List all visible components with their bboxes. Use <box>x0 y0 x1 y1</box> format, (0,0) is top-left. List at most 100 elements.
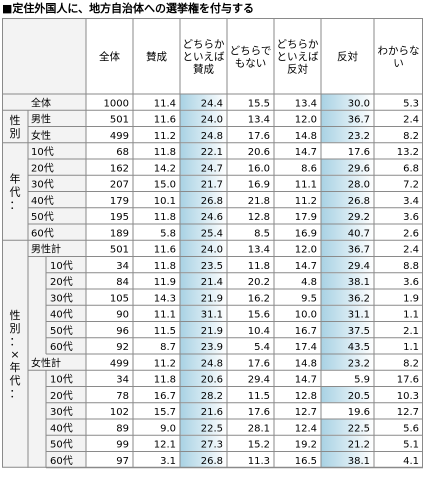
cell-value: 21.9 <box>201 326 223 337</box>
column-header-somewhat-oppose: どちらかといえば反対 <box>277 39 319 76</box>
cell-n: 105 <box>110 293 129 304</box>
cell-n: 195 <box>110 212 129 223</box>
cell-value: 29.4 <box>248 375 270 386</box>
cell-value: 17.4 <box>295 342 317 353</box>
cell-highlight <box>321 419 374 435</box>
cell-value: 38.1 <box>348 277 370 288</box>
cell-highlight <box>321 305 374 321</box>
column-header-neither: どちらでもない <box>230 45 272 70</box>
cell-value: 37.5 <box>348 326 370 337</box>
row-label: 女性 <box>31 129 51 142</box>
cell-highlight <box>321 273 374 289</box>
cell-value: 21.8 <box>248 196 270 207</box>
cell-highlight <box>321 208 374 224</box>
cell-value: 24.8 <box>201 131 223 142</box>
cell-highlight <box>180 370 227 386</box>
cell-value: 13.2 <box>397 147 419 158</box>
cell-value: 11.6 <box>154 115 176 126</box>
cell-value: 17.6 <box>248 358 270 369</box>
cell-n: 92 <box>116 342 129 353</box>
cell-n: 207 <box>110 180 129 191</box>
cell-value: 11.5 <box>154 326 176 337</box>
cell-value: 24.0 <box>201 245 223 256</box>
cell-value: 21.4 <box>201 277 223 288</box>
cell-value: 11.5 <box>248 391 270 402</box>
cell-value: 15.6 <box>248 310 270 321</box>
cell-value: 12.8 <box>295 391 317 402</box>
cell-value: 11.4 <box>154 98 176 109</box>
cell-value: 12.0 <box>295 245 317 256</box>
cell-value: 36.2 <box>348 293 370 304</box>
cell-value: 12.7 <box>295 407 317 418</box>
cell-value: 43.5 <box>348 342 370 353</box>
cell-value: 1.1 <box>403 310 419 321</box>
label-column-bg <box>2 18 86 468</box>
cell-value: 23.2 <box>348 131 370 142</box>
cell-value: 27.3 <box>201 440 223 451</box>
column-header-unknown: わからない <box>378 45 420 70</box>
cell-value: 15.2 <box>248 440 270 451</box>
cell-n: 102 <box>110 407 129 418</box>
cell-value: 30.0 <box>348 98 370 109</box>
cell-value: 25.4 <box>201 228 223 239</box>
column-header-somewhat-favor: どちらかといえば賛成 <box>183 39 225 76</box>
row-label: 30代 <box>50 406 73 418</box>
cell-value: 14.2 <box>154 163 176 174</box>
cell-value: 29.4 <box>348 261 370 272</box>
cell-value: 21.9 <box>201 293 223 304</box>
cell-value: 16.2 <box>248 293 270 304</box>
cell-value: 16.7 <box>154 391 176 402</box>
column-header-favor: 賛成 <box>146 50 167 63</box>
cell-value: 11.8 <box>154 212 176 223</box>
cell-value: 16.0 <box>248 163 270 174</box>
cell-value: 2.6 <box>403 228 419 239</box>
cell-value: 8.2 <box>403 358 419 369</box>
cell-value: 31.1 <box>348 310 370 321</box>
cell-value: 20.6 <box>248 147 270 158</box>
cell-value: 23.9 <box>201 342 223 353</box>
cell-highlight <box>180 159 227 175</box>
cell-n: 78 <box>116 391 129 402</box>
column-header-total: 全体 <box>99 50 120 63</box>
cell-value: 11.1 <box>154 310 176 321</box>
cell-highlight <box>321 338 374 354</box>
cell-value: 5.9 <box>354 375 370 386</box>
row-label: 50代 <box>50 439 73 451</box>
cell-value: 28.0 <box>348 180 370 191</box>
cell-value: 21.6 <box>201 407 223 418</box>
cell-highlight <box>321 192 374 208</box>
cell-value: 3.6 <box>403 212 419 223</box>
cell-value: 2.1 <box>403 326 419 337</box>
cell-highlight <box>180 240 227 256</box>
cell-highlight <box>180 322 227 338</box>
cell-value: 5.1 <box>403 440 419 451</box>
cell-highlight <box>321 387 374 403</box>
cell-value: 29.6 <box>348 163 370 174</box>
cell-value: 5.4 <box>254 342 270 353</box>
cell-value: 14.7 <box>295 261 317 272</box>
cell-value: 11.8 <box>154 147 176 158</box>
cell-value: 6.8 <box>403 163 419 174</box>
cell-value: 8.2 <box>403 131 419 142</box>
cell-highlight <box>180 208 227 224</box>
cell-value: 15.5 <box>248 98 270 109</box>
row-label: 60代 <box>31 227 54 239</box>
cell-highlight <box>180 305 227 321</box>
row-label: 女性計 <box>31 356 61 369</box>
cell-value: 13.4 <box>295 98 317 109</box>
cell-highlight <box>321 127 374 143</box>
cell-n: 501 <box>110 245 129 256</box>
cell-highlight <box>321 257 374 273</box>
row-label: 全体 <box>31 96 51 109</box>
cell-value: 8.7 <box>160 342 176 353</box>
cell-value: 12.8 <box>248 212 270 223</box>
cell-highlight <box>321 354 374 370</box>
cell-value: 11.8 <box>248 261 270 272</box>
cell-value: 12.7 <box>397 407 419 418</box>
cell-value: 11.3 <box>248 456 270 467</box>
table-title: ■定住外国人に、地方自治体への選挙権を付与する <box>2 2 255 15</box>
cell-highlight <box>180 143 227 159</box>
cell-value: 8.6 <box>301 163 317 174</box>
cell-value: 22.5 <box>348 423 370 434</box>
cell-value: 3.4 <box>403 196 419 207</box>
